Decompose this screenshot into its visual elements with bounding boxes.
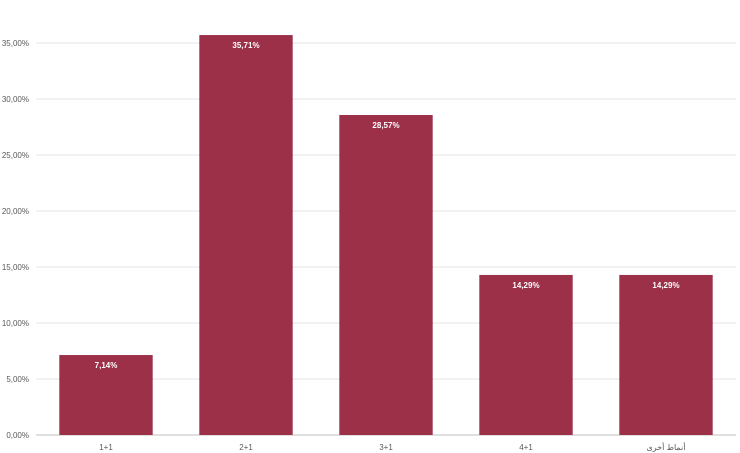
x-tick-label: 4+1 [519, 443, 533, 452]
y-tick-label: 20,00% [2, 207, 29, 216]
bar-5 [619, 274, 713, 435]
x-tick-label: 3+1 [379, 443, 393, 452]
bar-1 [59, 355, 153, 435]
y-tick-label: 10,00% [2, 319, 29, 328]
y-tick-label: 30,00% [2, 95, 29, 104]
y-tick-label: 25,00% [2, 151, 29, 160]
x-tick-label: 2+1 [239, 443, 253, 452]
data-label: 35,71% [232, 41, 259, 50]
y-tick-label: 15,00% [2, 263, 29, 272]
data-label: 7,14% [95, 361, 118, 370]
x-tick-label: أنماط أخرى [647, 441, 686, 452]
y-tick-label: 5,00% [6, 375, 29, 384]
y-tick-label: 0,00% [6, 431, 29, 440]
bars [59, 35, 713, 436]
bar-3 [339, 115, 433, 436]
data-label: 14,29% [652, 281, 679, 290]
data-label: 14,29% [512, 281, 539, 290]
x-tick-label: 1+1 [99, 443, 113, 452]
x-axis-ticks: 1+1 2+1 3+1 4+1 أنماط أخرى [99, 441, 685, 452]
y-tick-label: 35,00% [2, 39, 29, 48]
data-labels: 7,14% 35,71% 28,57% 14,29% 14,29% [95, 41, 680, 370]
bar-4 [479, 274, 573, 435]
y-axis-ticks: 0,00% 5,00% 10,00% 15,00% 20,00% 25,00% 30,00%… [2, 39, 29, 440]
bar-2 [199, 35, 293, 435]
data-label: 28,57% [372, 121, 399, 130]
